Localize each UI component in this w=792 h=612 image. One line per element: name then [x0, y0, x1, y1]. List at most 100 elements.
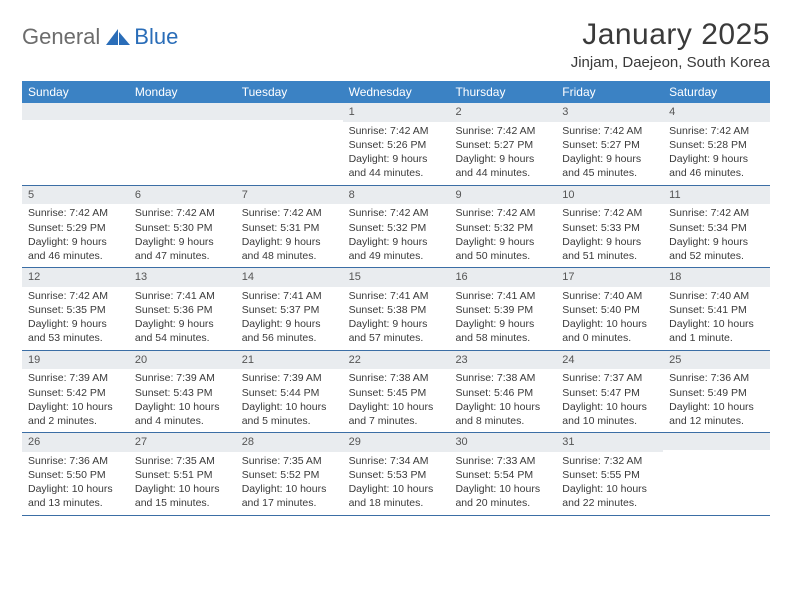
day-number: [663, 433, 770, 450]
day-content: Sunrise: 7:42 AMSunset: 5:32 PMDaylight:…: [343, 204, 450, 267]
daylight-line-1: Daylight: 9 hours: [562, 235, 657, 249]
daylight-line-1: Daylight: 10 hours: [562, 482, 657, 496]
week-row: 5Sunrise: 7:42 AMSunset: 5:29 PMDaylight…: [22, 186, 770, 269]
sunrise-line: Sunrise: 7:40 AM: [669, 289, 764, 303]
daylight-line-2: and 0 minutes.: [562, 331, 657, 345]
day-number: 17: [556, 268, 663, 287]
daylight-line-1: Daylight: 9 hours: [28, 317, 123, 331]
sunset-line: Sunset: 5:41 PM: [669, 303, 764, 317]
daylight-line-2: and 15 minutes.: [135, 496, 230, 510]
daylight-line-1: Daylight: 9 hours: [135, 235, 230, 249]
daylight-line-2: and 20 minutes.: [455, 496, 550, 510]
daylight-line-2: and 52 minutes.: [669, 249, 764, 263]
sunrise-line: Sunrise: 7:42 AM: [28, 206, 123, 220]
logo-sail-icon: [104, 27, 132, 47]
day-content: Sunrise: 7:42 AMSunset: 5:29 PMDaylight:…: [22, 204, 129, 267]
day-number: 13: [129, 268, 236, 287]
day-content: Sunrise: 7:39 AMSunset: 5:44 PMDaylight:…: [236, 369, 343, 432]
daylight-line-2: and 58 minutes.: [455, 331, 550, 345]
day-cell: 1Sunrise: 7:42 AMSunset: 5:26 PMDaylight…: [343, 103, 450, 185]
day-number: 29: [343, 433, 450, 452]
day-cell: 14Sunrise: 7:41 AMSunset: 5:37 PMDayligh…: [236, 268, 343, 350]
day-cell: [22, 103, 129, 185]
daylight-line-2: and 46 minutes.: [28, 249, 123, 263]
week-row: 1Sunrise: 7:42 AMSunset: 5:26 PMDaylight…: [22, 103, 770, 186]
day-cell: 15Sunrise: 7:41 AMSunset: 5:38 PMDayligh…: [343, 268, 450, 350]
daylight-line-1: Daylight: 9 hours: [669, 152, 764, 166]
daylight-line-2: and 1 minute.: [669, 331, 764, 345]
sunrise-line: Sunrise: 7:41 AM: [242, 289, 337, 303]
day-content: Sunrise: 7:39 AMSunset: 5:42 PMDaylight:…: [22, 369, 129, 432]
daylight-line-1: Daylight: 9 hours: [455, 317, 550, 331]
day-cell: 28Sunrise: 7:35 AMSunset: 5:52 PMDayligh…: [236, 433, 343, 515]
day-content: Sunrise: 7:42 AMSunset: 5:34 PMDaylight:…: [663, 204, 770, 267]
day-cell: 6Sunrise: 7:42 AMSunset: 5:30 PMDaylight…: [129, 186, 236, 268]
sunset-line: Sunset: 5:26 PM: [349, 138, 444, 152]
daylight-line-2: and 53 minutes.: [28, 331, 123, 345]
sunset-line: Sunset: 5:53 PM: [349, 468, 444, 482]
day-cell: 8Sunrise: 7:42 AMSunset: 5:32 PMDaylight…: [343, 186, 450, 268]
logo-text-blue: Blue: [134, 24, 178, 50]
daylight-line-2: and 7 minutes.: [349, 414, 444, 428]
daylight-line-2: and 51 minutes.: [562, 249, 657, 263]
day-number: 19: [22, 351, 129, 370]
day-content: Sunrise: 7:39 AMSunset: 5:43 PMDaylight:…: [129, 369, 236, 432]
weeks-container: 1Sunrise: 7:42 AMSunset: 5:26 PMDaylight…: [22, 103, 770, 516]
daylight-line-1: Daylight: 10 hours: [135, 482, 230, 496]
day-cell: 27Sunrise: 7:35 AMSunset: 5:51 PMDayligh…: [129, 433, 236, 515]
day-number: 27: [129, 433, 236, 452]
daylight-line-2: and 10 minutes.: [562, 414, 657, 428]
day-cell: 10Sunrise: 7:42 AMSunset: 5:33 PMDayligh…: [556, 186, 663, 268]
daylight-line-2: and 2 minutes.: [28, 414, 123, 428]
day-cell: 19Sunrise: 7:39 AMSunset: 5:42 PMDayligh…: [22, 351, 129, 433]
day-content: Sunrise: 7:36 AMSunset: 5:49 PMDaylight:…: [663, 369, 770, 432]
day-number: 4: [663, 103, 770, 122]
sunset-line: Sunset: 5:30 PM: [135, 221, 230, 235]
sunset-line: Sunset: 5:55 PM: [562, 468, 657, 482]
location: Jinjam, Daejeon, South Korea: [571, 54, 770, 71]
sunrise-line: Sunrise: 7:42 AM: [28, 289, 123, 303]
day-number: 25: [663, 351, 770, 370]
daylight-line-1: Daylight: 9 hours: [135, 317, 230, 331]
day-content: Sunrise: 7:32 AMSunset: 5:55 PMDaylight:…: [556, 452, 663, 515]
weekday-cell: Saturday: [663, 81, 770, 103]
day-number: 20: [129, 351, 236, 370]
sunset-line: Sunset: 5:34 PM: [669, 221, 764, 235]
month-title: January 2025: [571, 18, 770, 52]
sunset-line: Sunset: 5:47 PM: [562, 386, 657, 400]
day-content: [129, 120, 236, 176]
day-content: Sunrise: 7:34 AMSunset: 5:53 PMDaylight:…: [343, 452, 450, 515]
week-row: 26Sunrise: 7:36 AMSunset: 5:50 PMDayligh…: [22, 433, 770, 516]
day-cell: 24Sunrise: 7:37 AMSunset: 5:47 PMDayligh…: [556, 351, 663, 433]
day-number: 14: [236, 268, 343, 287]
week-row: 19Sunrise: 7:39 AMSunset: 5:42 PMDayligh…: [22, 351, 770, 434]
sunset-line: Sunset: 5:36 PM: [135, 303, 230, 317]
day-content: Sunrise: 7:42 AMSunset: 5:33 PMDaylight:…: [556, 204, 663, 267]
daylight-line-2: and 44 minutes.: [349, 166, 444, 180]
day-cell: 26Sunrise: 7:36 AMSunset: 5:50 PMDayligh…: [22, 433, 129, 515]
sunrise-line: Sunrise: 7:41 AM: [349, 289, 444, 303]
weekday-cell: Friday: [556, 81, 663, 103]
weekday-cell: Tuesday: [236, 81, 343, 103]
daylight-line-2: and 44 minutes.: [455, 166, 550, 180]
day-number: 11: [663, 186, 770, 205]
sunrise-line: Sunrise: 7:33 AM: [455, 454, 550, 468]
daylight-line-1: Daylight: 9 hours: [562, 152, 657, 166]
daylight-line-2: and 8 minutes.: [455, 414, 550, 428]
sunrise-line: Sunrise: 7:36 AM: [28, 454, 123, 468]
daylight-line-1: Daylight: 9 hours: [455, 152, 550, 166]
day-number: 18: [663, 268, 770, 287]
day-number: 10: [556, 186, 663, 205]
day-content: Sunrise: 7:42 AMSunset: 5:30 PMDaylight:…: [129, 204, 236, 267]
daylight-line-2: and 50 minutes.: [455, 249, 550, 263]
day-content: Sunrise: 7:40 AMSunset: 5:41 PMDaylight:…: [663, 287, 770, 350]
sunset-line: Sunset: 5:49 PM: [669, 386, 764, 400]
sunrise-line: Sunrise: 7:40 AM: [562, 289, 657, 303]
day-cell: [663, 433, 770, 515]
sunrise-line: Sunrise: 7:35 AM: [135, 454, 230, 468]
day-cell: 12Sunrise: 7:42 AMSunset: 5:35 PMDayligh…: [22, 268, 129, 350]
day-number: 28: [236, 433, 343, 452]
day-number: 8: [343, 186, 450, 205]
sunrise-line: Sunrise: 7:42 AM: [669, 124, 764, 138]
daylight-line-2: and 22 minutes.: [562, 496, 657, 510]
